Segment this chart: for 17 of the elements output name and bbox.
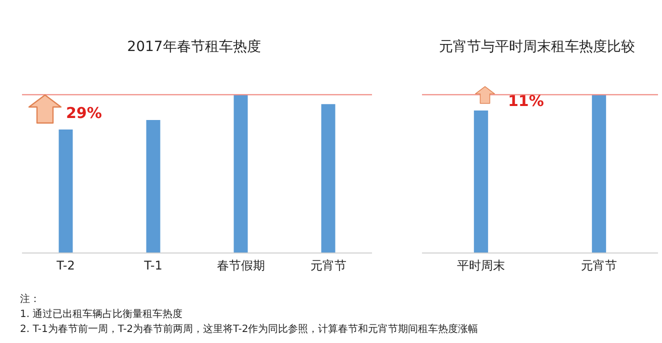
text: 注： [20,292,41,307]
x-tick-label: T-2 [56,258,75,273]
x-tick-label: 元宵节 [581,258,617,273]
bar [58,130,73,253]
chart-title: 2017年春节租车热度 [126,38,262,56]
bar [321,104,336,253]
annotation: 11% [508,92,544,110]
x-tick-label: T-1 [143,258,162,273]
x-tick-label: 元宵节 [310,258,346,273]
bar [146,120,160,253]
x-tick-label: 平时周末 [457,258,505,273]
chart-title: 元宵节与平时周末租车热度比较 [438,38,636,56]
text: 2. T-1为春节前一周，T-2为春节前两周，这里将T-2作为同比参照，计算春节和元宵节期间租车热度涨幅 [20,322,478,337]
bar [234,94,248,253]
text: 1. 通过已出租车辆占比衡量租车热度 [20,308,184,322]
x-tick-label: 春节假期 [216,258,265,273]
annotation: 29% [66,104,102,122]
